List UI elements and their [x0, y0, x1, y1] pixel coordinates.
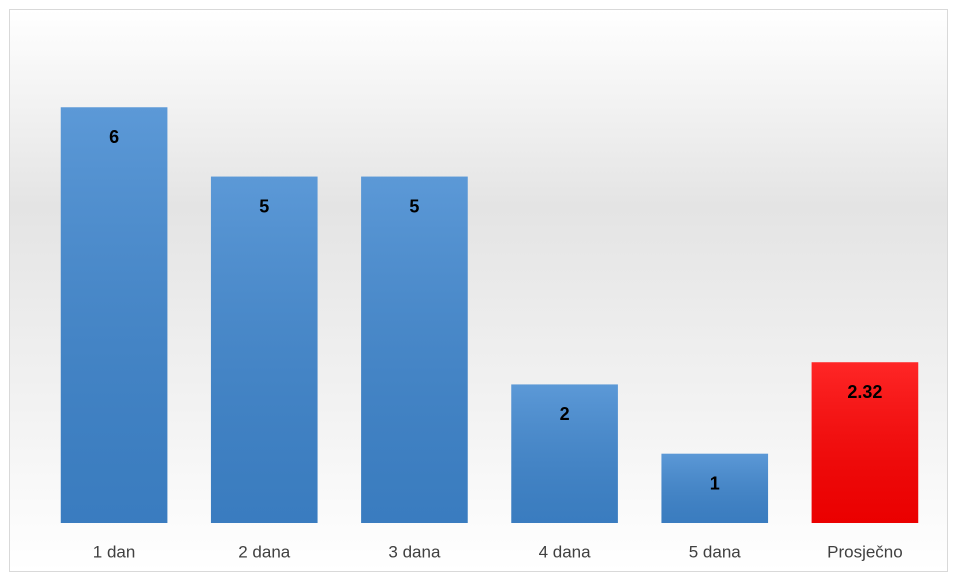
data-label: 2.32: [847, 382, 882, 402]
bar-sheen: [511, 384, 618, 523]
x-tick-label: 3 dana: [388, 542, 441, 561]
data-label: 5: [259, 196, 269, 216]
data-label: 2: [560, 404, 570, 424]
x-tick-label: Prosječno: [827, 542, 903, 561]
x-tick-label: 2 dana: [238, 542, 291, 561]
x-tick-label: 5 dana: [689, 542, 742, 561]
bar-sheen: [811, 362, 919, 523]
bar-sheen: [361, 176, 468, 524]
data-label: 6: [109, 127, 119, 147]
bar-sheen: [661, 453, 769, 523]
data-label: 5: [409, 196, 419, 216]
data-label: 1: [710, 473, 720, 493]
x-tick-label: 1 dan: [93, 542, 136, 561]
bar-sheen: [60, 107, 168, 524]
x-tick-label: 4 dana: [539, 542, 592, 561]
bar-sheen: [210, 176, 318, 524]
